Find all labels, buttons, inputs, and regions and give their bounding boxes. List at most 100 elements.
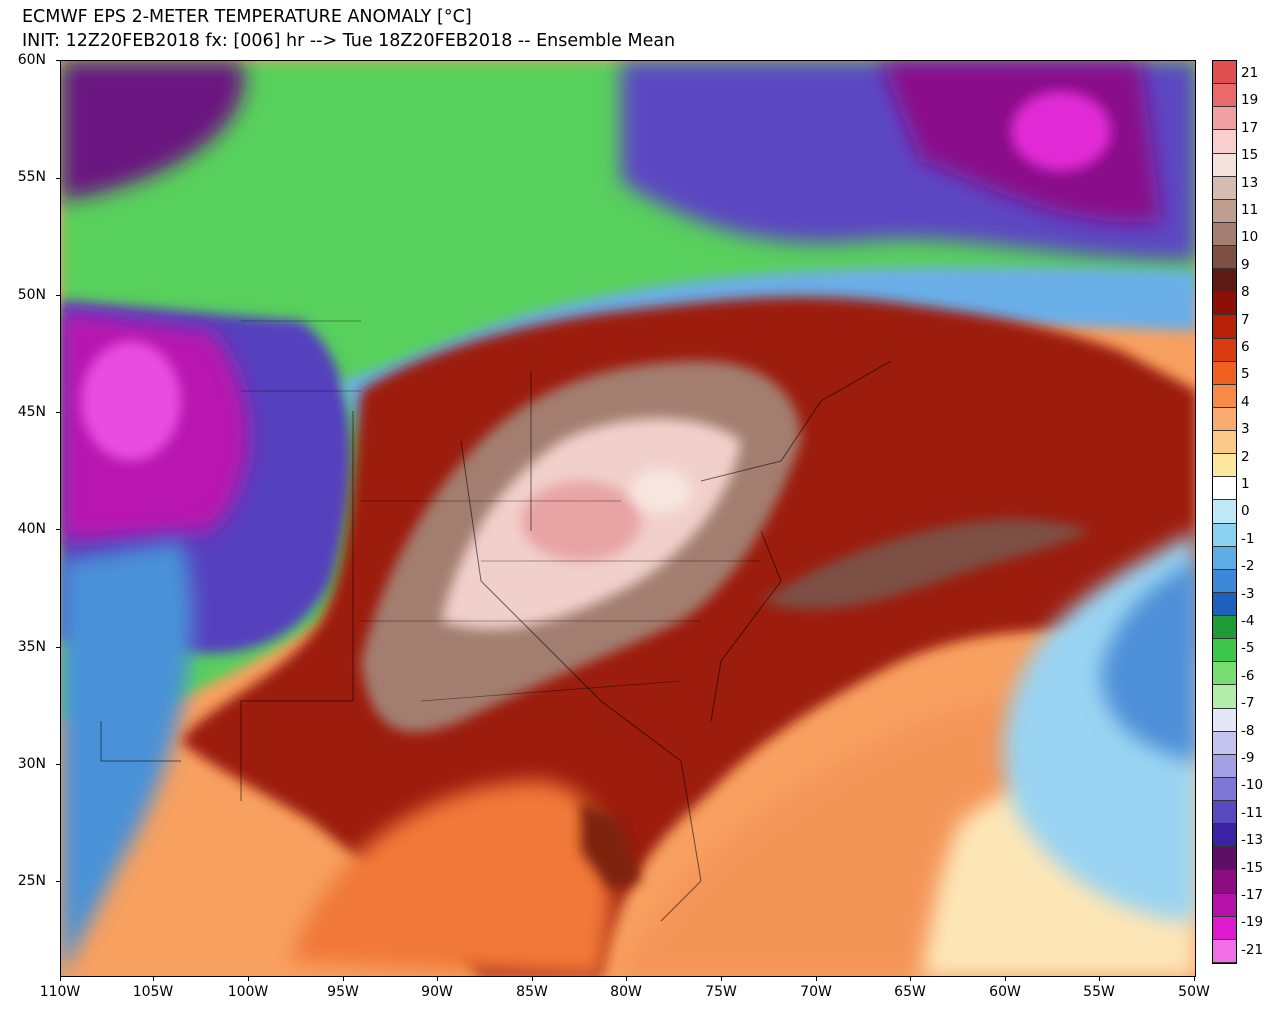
lon-label-90w: 90W: [421, 984, 453, 1000]
lon-label-55w: 55W: [1083, 984, 1115, 1000]
lat-label-25n: 25N: [17, 873, 46, 889]
colorbar-label: 1: [1241, 476, 1250, 492]
lon-tick: [343, 976, 344, 981]
lat-label-50n: 50N: [17, 287, 46, 303]
colorbar-label: -15: [1241, 859, 1264, 876]
colorbar-swatch: [1213, 893, 1236, 917]
map-graphic: [61, 61, 1195, 976]
colorbar-swatch: [1213, 870, 1236, 894]
colorbar-label: -8: [1241, 722, 1255, 739]
colorbar-swatch: [1213, 685, 1236, 709]
lon-label-110w: 110W: [39, 984, 81, 1000]
lon-label-50w: 50W: [1178, 984, 1210, 1000]
colorbar-swatch: [1213, 731, 1236, 755]
lon-label-85w: 85W: [516, 984, 548, 1000]
colorbar-swatch: [1213, 361, 1236, 385]
colorbar-label: 9: [1241, 256, 1250, 273]
lon-tick: [437, 976, 438, 981]
colorbar-label: 10: [1241, 229, 1259, 246]
lon-label-60w: 60W: [989, 984, 1021, 1000]
map-title: ECMWF EPS 2-METER TEMPERATURE ANOMALY [°…: [22, 7, 472, 27]
colorbar-swatch: [1213, 916, 1236, 940]
colorbar-label: 19: [1241, 92, 1259, 109]
colorbar-swatch: [1213, 801, 1236, 825]
colorbar-label: 8: [1241, 284, 1250, 301]
colorbar-swatch: [1213, 939, 1236, 963]
colorbar-swatch: [1213, 338, 1236, 362]
lon-tick: [248, 976, 249, 981]
colorbar-label: 3: [1241, 421, 1250, 438]
colorbar-swatch: [1213, 246, 1236, 270]
colorbar-label: -6: [1241, 667, 1255, 684]
colorbar-swatch: [1213, 107, 1236, 131]
colorbar-swatch: [1213, 292, 1236, 316]
lat-label-55n: 55N: [17, 169, 46, 185]
colorbar-label: 0: [1241, 503, 1250, 520]
lat-tick: [56, 412, 61, 413]
colorbar-label: 17: [1241, 119, 1259, 136]
colorbar-label: -7: [1241, 695, 1255, 712]
lat-tick: [56, 764, 61, 765]
colorbar-swatch: [1213, 500, 1236, 524]
colorbar-swatch: [1213, 546, 1236, 570]
colorbar: [1212, 60, 1237, 964]
colorbar-label: -19: [1241, 914, 1264, 931]
lat-label-45n: 45N: [17, 404, 46, 420]
lon-tick: [1099, 976, 1100, 981]
colorbar-swatch: [1213, 199, 1236, 223]
colorbar-swatch: [1213, 269, 1236, 293]
colorbar-swatch: [1213, 454, 1236, 478]
colorbar-swatch: [1213, 384, 1236, 408]
lat-label-40n: 40N: [17, 521, 46, 537]
colorbar-label: 5: [1241, 366, 1250, 383]
colorbar-label: -4: [1241, 613, 1255, 629]
colorbar-swatch: [1213, 315, 1236, 339]
lat-label-30n: 30N: [17, 756, 46, 772]
colorbar-swatch: [1213, 824, 1236, 848]
colorbar-swatch: [1213, 708, 1236, 732]
colorbar-label: -10: [1241, 777, 1264, 794]
lat-tick: [56, 881, 61, 882]
colorbar-swatch: [1213, 407, 1236, 432]
colorbar-swatch: [1213, 616, 1236, 640]
lat-tick: [56, 295, 61, 296]
colorbar-label: -5: [1241, 640, 1255, 657]
colorbar-label: 6: [1241, 339, 1250, 355]
colorbar-swatch: [1213, 592, 1236, 617]
lon-label-65w: 65W: [894, 984, 926, 1000]
colorbar-label: -13: [1241, 832, 1264, 849]
lon-tick: [1005, 976, 1006, 981]
colorbar-swatch: [1213, 777, 1236, 802]
colorbar-swatch: [1213, 847, 1236, 871]
colorbar-swatch: [1213, 176, 1236, 200]
colorbar-swatch: [1213, 523, 1236, 547]
colorbar-swatch: [1213, 639, 1236, 663]
lon-tick: [626, 976, 627, 981]
lon-tick: [910, 976, 911, 981]
colorbar-swatch: [1213, 153, 1236, 177]
colorbar-label: -17: [1241, 887, 1264, 903]
colorbar-label: 13: [1241, 174, 1259, 191]
map-subtitle: INIT: 12Z20FEB2018 fx: [006] hr --> Tue …: [22, 31, 676, 51]
lat-tick: [56, 529, 61, 530]
lon-label-100w: 100W: [227, 984, 269, 1000]
colorbar-label: 4: [1241, 393, 1250, 410]
lon-tick: [816, 976, 817, 981]
colorbar-swatch: [1213, 431, 1236, 455]
colorbar-swatch: [1213, 754, 1236, 778]
lon-tick: [721, 976, 722, 981]
temperature-anomaly-map: [60, 60, 1196, 977]
colorbar-swatch: [1213, 222, 1236, 247]
lat-tick: [56, 60, 61, 61]
colorbar-swatch: [1213, 662, 1236, 686]
lon-label-75w: 75W: [705, 984, 737, 1000]
colorbar-label: -21: [1241, 941, 1264, 958]
lon-tick: [532, 976, 533, 981]
lon-tick: [1194, 976, 1195, 981]
colorbar-label: 7: [1241, 311, 1250, 328]
lon-label-105w: 105W: [132, 984, 174, 1000]
lon-label-95w: 95W: [327, 984, 359, 1000]
colorbar-label: -3: [1241, 585, 1255, 602]
colorbar-label: -1: [1241, 530, 1255, 547]
colorbar-label: -9: [1241, 750, 1255, 766]
